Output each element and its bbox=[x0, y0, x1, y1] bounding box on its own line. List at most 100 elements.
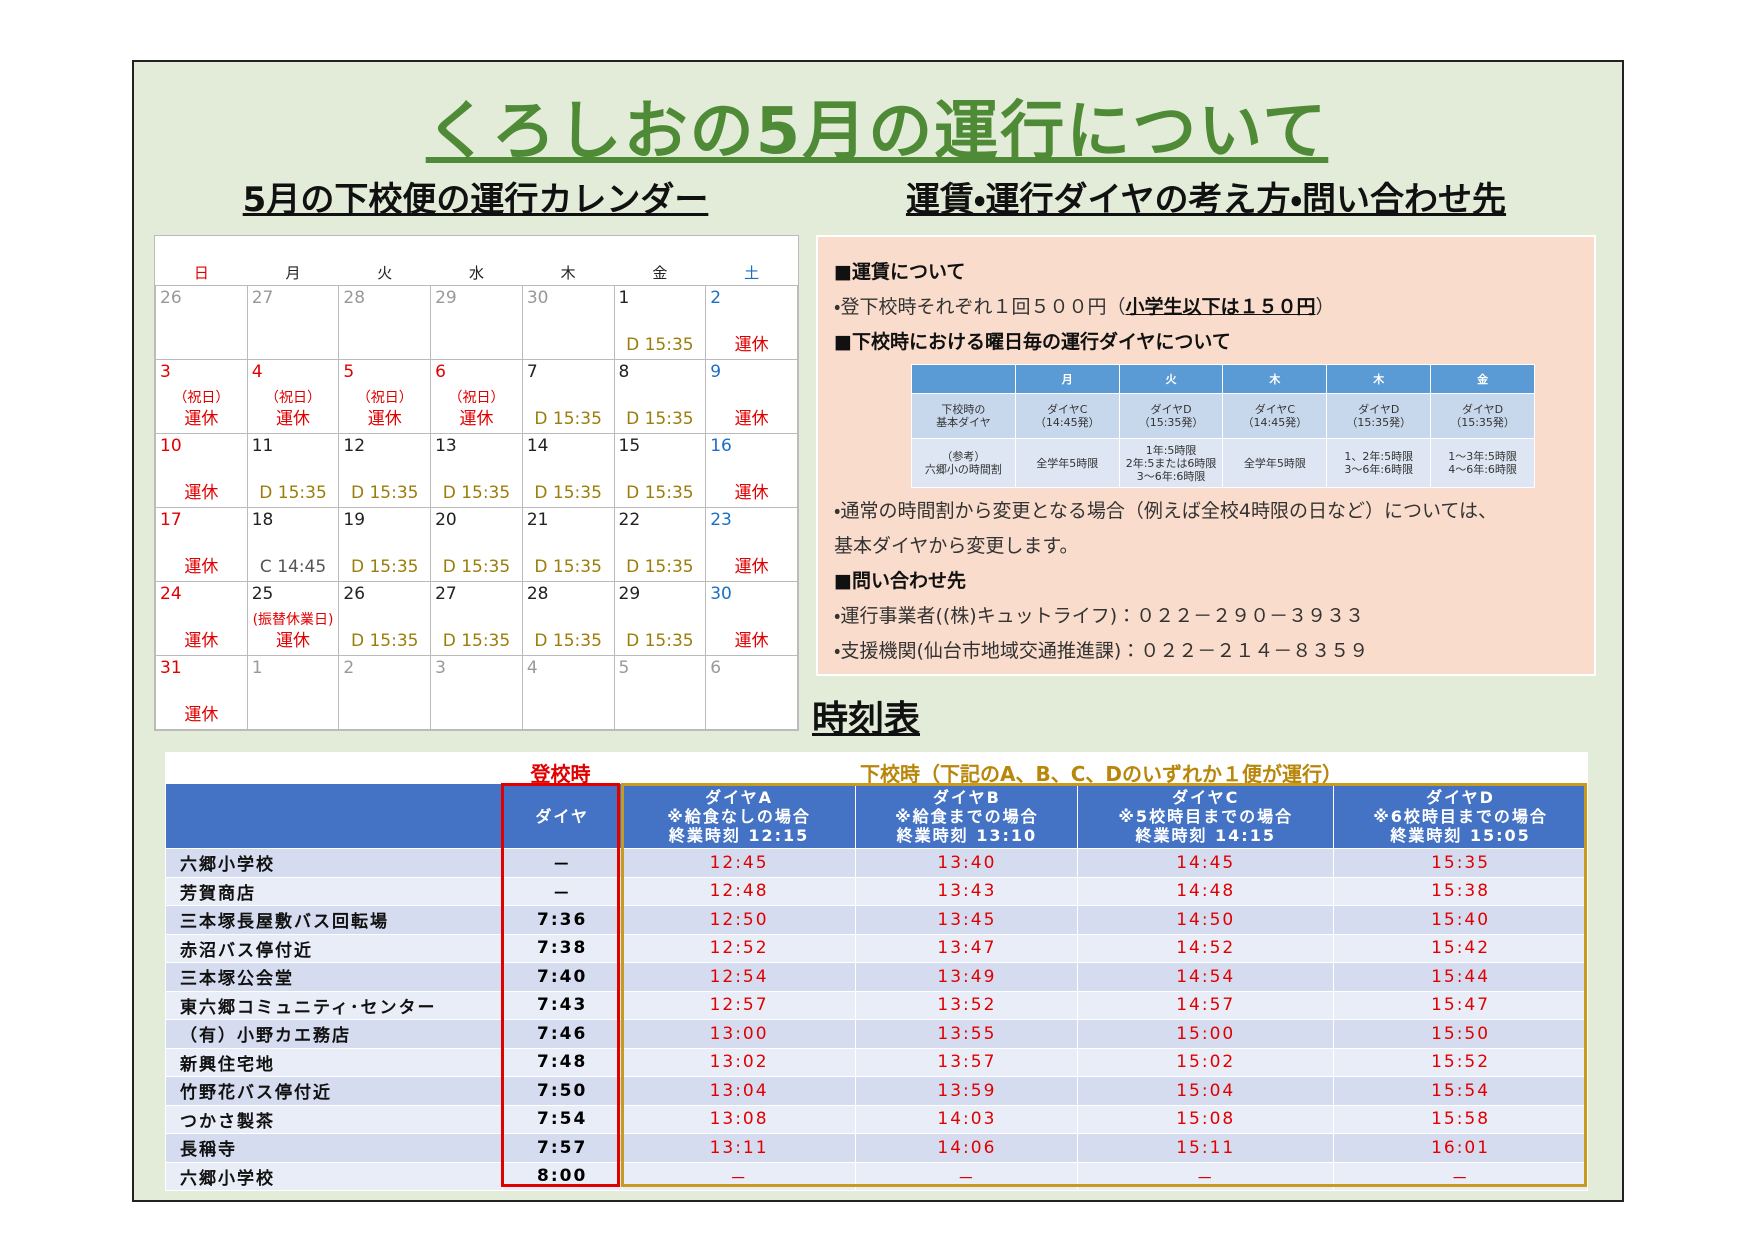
service: 運休 bbox=[184, 483, 219, 503]
time: 13:55 bbox=[855, 1019, 1079, 1049]
timetable-row: 芳賀商店－ 12:48 13:43 14:48 15:38 bbox=[165, 876, 1588, 906]
day-cell: 27 bbox=[246, 285, 340, 360]
time: 13:08 bbox=[621, 1104, 857, 1134]
time: 7:54 bbox=[501, 1104, 623, 1134]
time: 13:49 bbox=[855, 962, 1079, 992]
service: 運休 bbox=[734, 335, 769, 355]
day-number: 30 bbox=[710, 584, 732, 604]
column-header bbox=[165, 783, 503, 849]
time: 7:48 bbox=[501, 1047, 623, 1077]
time: 15:52 bbox=[1333, 1047, 1588, 1077]
timetable-row: 東六郷コミュニティ･センター 7:43 12:57 13:52 14:57 15:47 bbox=[165, 990, 1588, 1020]
day-number: 4 bbox=[526, 658, 538, 678]
diagram-cell: 1、2年:5時限 3～6年:6時限 bbox=[1326, 438, 1432, 488]
time: 15:35 bbox=[1333, 848, 1588, 878]
diagram-cell: ダイヤD （15:35発） bbox=[1118, 393, 1224, 439]
day-cell: 2 bbox=[338, 655, 432, 730]
time: 7:50 bbox=[501, 1076, 623, 1106]
time: 15:02 bbox=[1077, 1047, 1335, 1077]
day-number: 22 bbox=[618, 510, 641, 530]
stop-name: （有）小野カエ務店 bbox=[165, 1019, 503, 1049]
note: ・通常の時間割から変更となる場合（例えば全校4時限の日など）については、 基本ダ… bbox=[834, 500, 1498, 557]
day-number: 10 bbox=[160, 436, 182, 456]
day-cell: 19 D 15:35 bbox=[338, 507, 432, 582]
service: D 15:35 bbox=[626, 557, 694, 577]
diagram-cell: ダイヤC （14:45発） bbox=[1222, 393, 1328, 439]
day-note: （祝日） bbox=[448, 390, 505, 406]
service: 運休 bbox=[184, 557, 219, 577]
day-cell: 8 D 15:35 bbox=[613, 359, 707, 434]
day-cell: 24 運休 bbox=[155, 581, 248, 656]
day-cell: 4 bbox=[521, 655, 615, 730]
stop-name: 三本塚公会堂 bbox=[165, 962, 503, 992]
contact: ・運行事業者((株)キュットライフ)：０２２－２９０－３９３３ bbox=[834, 605, 1365, 627]
timetable-row: 竹野花バス停付近 7:50 13:04 13:59 15:04 15:54 bbox=[165, 1076, 1588, 1106]
diagram-cell: ダイヤC （14:45発） bbox=[1014, 393, 1120, 439]
day-cell: 20 D 15:35 bbox=[430, 507, 523, 582]
column-header: ダイヤD ※6校時目までの場合 終業時刻 15:05 bbox=[1333, 783, 1588, 849]
diagram-cell: （参考） 六郷小の時間割 bbox=[911, 438, 1016, 488]
diagram-header-cell: 金 bbox=[1430, 364, 1535, 394]
stop-name: 赤沼バス停付近 bbox=[165, 933, 503, 963]
text: ・登下校時それぞれ１回５００円（ bbox=[834, 296, 1126, 318]
day-number: 20 bbox=[435, 510, 457, 530]
day-cell: 3 bbox=[430, 655, 523, 730]
diagram-cell: 1年:5時限 2年:5または6時限 3～6年:6時限 bbox=[1118, 438, 1224, 488]
week-row: 26 27 28 29 30 1 D 15:35 2 運休 bbox=[155, 285, 798, 360]
day-cell: 17 運休 bbox=[155, 507, 248, 582]
day-number: 6 bbox=[710, 658, 722, 678]
day-number: 19 bbox=[343, 510, 366, 530]
calendar-heading: 5月の下校便の運行カレンダー bbox=[242, 180, 709, 220]
day-cell: 16 運休 bbox=[705, 433, 798, 508]
time: 7:46 bbox=[501, 1019, 623, 1049]
day-number: 1 bbox=[618, 288, 630, 308]
day-number: 5 bbox=[618, 658, 630, 678]
day-cell: 5 bbox=[613, 655, 707, 730]
diagram-header-cell: 月 bbox=[1014, 364, 1120, 394]
service: 運休 bbox=[734, 483, 769, 503]
diagram-cell: 全学年5時限 bbox=[1014, 438, 1120, 488]
timetable-row: （有）小野カエ務店 7:46 13:00 13:55 15:00 15:50 bbox=[165, 1019, 1588, 1049]
stop-name: 新興住宅地 bbox=[165, 1047, 503, 1077]
day-cell: 28 D 15:35 bbox=[521, 581, 615, 656]
time: 12:54 bbox=[621, 962, 857, 992]
day-note: (振替休業日) bbox=[252, 612, 334, 628]
service: D 15:35 bbox=[534, 409, 602, 429]
day-number: 23 bbox=[710, 510, 732, 530]
day-number: 15 bbox=[618, 436, 641, 456]
day-number: 11 bbox=[251, 436, 274, 456]
day-number: 1 bbox=[251, 658, 263, 678]
service: D 15:35 bbox=[442, 483, 511, 503]
stop-name: 長稱寺 bbox=[165, 1133, 503, 1163]
service: 運休 bbox=[184, 409, 219, 429]
service: 運休 bbox=[459, 409, 494, 429]
service: D 15:35 bbox=[351, 557, 419, 577]
weekday: 月 bbox=[285, 264, 301, 282]
service: 運休 bbox=[184, 631, 219, 651]
calendar-table: 日月火水木金土 26 27 28 29 30 1 D 15:35 2 運休 3 （祝日） 運休 4 （祝日）… bbox=[155, 236, 798, 730]
contact: ・支援機関(仙台市地域交通推進課)：０２２－２１４－８３５９ bbox=[834, 640, 1369, 662]
day-note: （祝日） bbox=[356, 390, 413, 406]
day-cell: 9 運休 bbox=[705, 359, 798, 434]
day-cell: 28 bbox=[338, 285, 432, 360]
service: D 15:35 bbox=[626, 631, 694, 651]
service: D 15:35 bbox=[351, 483, 419, 503]
diagram-table: 月火木木金下校時の 基本ダイヤ ダイヤC （14:45発） ダイヤD （15:35発… bbox=[911, 364, 1535, 488]
day-number: 7 bbox=[526, 362, 538, 382]
day-cell: 26 bbox=[155, 285, 248, 360]
time: 12:52 bbox=[621, 933, 857, 963]
day-number: 14 bbox=[526, 436, 549, 456]
weekday: 日 bbox=[193, 264, 209, 282]
info-box: ■運賃について ・登下校時それぞれ１回５００円（小学生以下は１５０円） ■下校時… bbox=[816, 235, 1596, 676]
weekday: 土 bbox=[744, 264, 760, 282]
service: 運休 bbox=[184, 705, 219, 725]
day-cell: 27 D 15:35 bbox=[430, 581, 523, 656]
day-number: 21 bbox=[526, 510, 549, 530]
time: － bbox=[501, 876, 623, 906]
column-header: ダイヤB ※給食までの場合 終業時刻 13:10 bbox=[855, 783, 1079, 849]
week-row: 31 運休 1 2 3 4 5 6 bbox=[155, 655, 798, 730]
day-cell: 18 C 14:45 bbox=[246, 507, 340, 582]
stop-name: 東六郷コミュニティ･センター bbox=[165, 990, 503, 1020]
stop-name: 六郷小学校 bbox=[165, 848, 503, 878]
